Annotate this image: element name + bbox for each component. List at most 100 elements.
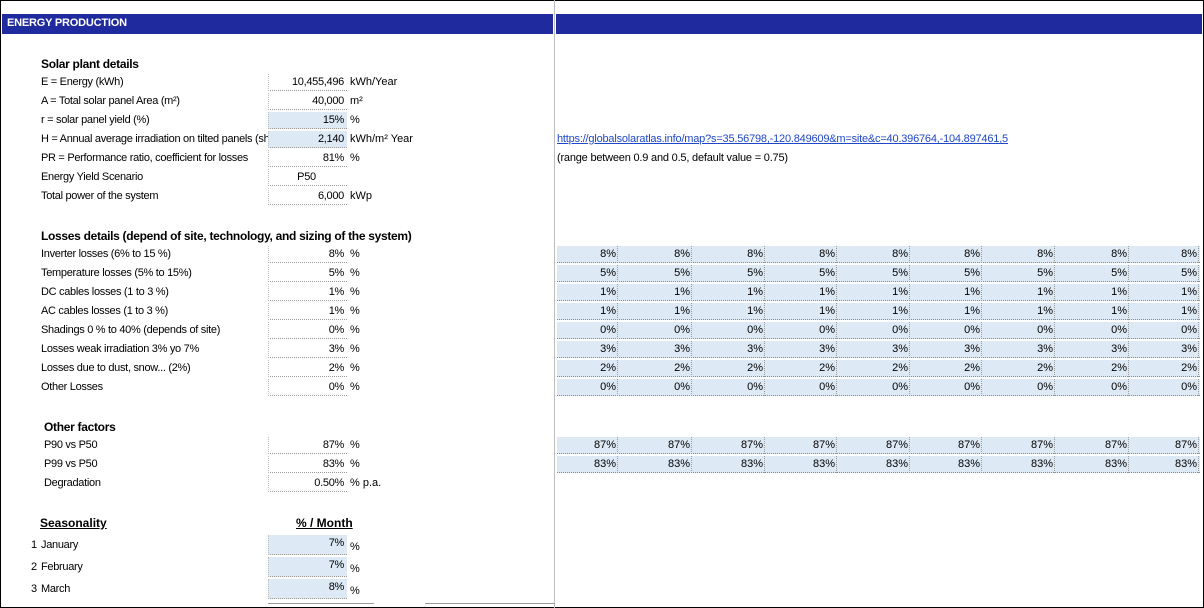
solar-atlas-link[interactable]: https://globalsolaratlas.info/map?s=35.5… <box>557 133 1008 145</box>
series-cell[interactable]: 2% <box>1055 360 1129 377</box>
input-cell[interactable]: 5% <box>268 265 347 282</box>
series-cell[interactable]: 1% <box>692 284 765 301</box>
input-cell[interactable]: 0% <box>268 322 347 339</box>
series-cell[interactable]: 8% <box>1055 246 1129 263</box>
series-cell[interactable]: 1% <box>910 284 982 301</box>
series-cell[interactable]: 87% <box>765 437 837 454</box>
month-share-cell[interactable]: 8% <box>268 579 347 599</box>
series-cell[interactable]: 1% <box>1129 303 1199 320</box>
series-cell[interactable]: 8% <box>982 246 1055 263</box>
series-cell[interactable]: 0% <box>910 379 982 396</box>
series-cell[interactable]: 0% <box>557 322 618 339</box>
series-cell[interactable]: 8% <box>618 246 692 263</box>
series-cell[interactable]: 0% <box>557 379 618 396</box>
series-cell[interactable]: 1% <box>837 284 910 301</box>
series-cell[interactable]: 5% <box>1055 265 1129 282</box>
series-cell[interactable]: 5% <box>1129 265 1199 282</box>
series-cell[interactable]: 87% <box>1129 437 1199 454</box>
series-cell[interactable]: 5% <box>910 265 982 282</box>
series-cell[interactable]: 8% <box>910 246 982 263</box>
input-cell[interactable]: 10,455,496 <box>268 74 347 91</box>
series-cell[interactable]: 83% <box>910 456 982 473</box>
series-cell[interactable]: 8% <box>1129 246 1199 263</box>
month-share-cell[interactable]: 7% <box>268 557 347 577</box>
series-cell[interactable]: 3% <box>1129 341 1199 358</box>
month-share-cell[interactable]: 7% <box>268 535 347 555</box>
series-cell[interactable]: 87% <box>910 437 982 454</box>
series-cell[interactable]: 87% <box>837 437 910 454</box>
series-cell[interactable]: 1% <box>557 284 618 301</box>
series-cell[interactable]: 0% <box>692 379 765 396</box>
input-cell[interactable]: 3% <box>268 341 347 358</box>
series-cell[interactable]: 0% <box>692 322 765 339</box>
series-cell[interactable]: 2% <box>765 360 837 377</box>
series-cell[interactable]: 5% <box>692 265 765 282</box>
input-cell[interactable]: 1% <box>268 284 347 301</box>
series-cell[interactable]: 0% <box>837 322 910 339</box>
series-cell[interactable]: 2% <box>982 360 1055 377</box>
series-cell[interactable]: 87% <box>692 437 765 454</box>
series-cell[interactable]: 0% <box>982 379 1055 396</box>
series-cell[interactable]: 1% <box>837 303 910 320</box>
series-cell[interactable]: 3% <box>910 341 982 358</box>
series-cell[interactable]: 1% <box>1129 284 1199 301</box>
series-cell[interactable]: 8% <box>765 246 837 263</box>
series-cell[interactable]: 5% <box>982 265 1055 282</box>
series-cell[interactable]: 1% <box>557 303 618 320</box>
input-cell[interactable]: 81% <box>268 150 347 167</box>
input-cell[interactable]: 40,000 <box>268 93 347 110</box>
input-cell[interactable]: 87% <box>268 437 347 454</box>
series-cell[interactable]: 83% <box>557 456 618 473</box>
series-cell[interactable]: 0% <box>618 379 692 396</box>
series-cell[interactable]: 1% <box>982 284 1055 301</box>
series-cell[interactable]: 1% <box>1055 284 1129 301</box>
series-cell[interactable]: 3% <box>1055 341 1129 358</box>
series-cell[interactable]: 83% <box>837 456 910 473</box>
series-cell[interactable]: 2% <box>1129 360 1199 377</box>
series-cell[interactable]: 0% <box>1129 322 1199 339</box>
input-cell[interactable]: 0.50% <box>268 475 347 492</box>
series-cell[interactable]: 2% <box>618 360 692 377</box>
series-cell[interactable]: 5% <box>618 265 692 282</box>
series-cell[interactable]: 5% <box>557 265 618 282</box>
series-cell[interactable]: 83% <box>982 456 1055 473</box>
series-cell[interactable]: 83% <box>1055 456 1129 473</box>
series-cell[interactable]: 3% <box>765 341 837 358</box>
series-cell[interactable]: 83% <box>692 456 765 473</box>
input-cell[interactable]: P50 <box>268 169 347 186</box>
series-cell[interactable]: 0% <box>1055 379 1129 396</box>
series-cell[interactable]: 8% <box>837 246 910 263</box>
input-cell[interactable]: 2% <box>268 360 347 377</box>
series-cell[interactable]: 8% <box>557 246 618 263</box>
input-cell[interactable]: 15% <box>268 112 347 129</box>
series-cell[interactable]: 87% <box>557 437 618 454</box>
series-cell[interactable]: 2% <box>837 360 910 377</box>
input-cell[interactable]: 1% <box>268 303 347 320</box>
input-cell[interactable]: 2,140 <box>268 131 347 148</box>
series-cell[interactable]: 2% <box>692 360 765 377</box>
series-cell[interactable]: 5% <box>765 265 837 282</box>
series-cell[interactable]: 1% <box>692 303 765 320</box>
series-cell[interactable]: 3% <box>692 341 765 358</box>
series-cell[interactable]: 1% <box>910 303 982 320</box>
series-cell[interactable]: 1% <box>765 303 837 320</box>
series-cell[interactable]: 0% <box>765 379 837 396</box>
series-cell[interactable]: 3% <box>837 341 910 358</box>
series-cell[interactable]: 0% <box>982 322 1055 339</box>
series-cell[interactable]: 1% <box>618 303 692 320</box>
series-cell[interactable]: 8% <box>692 246 765 263</box>
series-cell[interactable]: 1% <box>1055 303 1129 320</box>
series-cell[interactable]: 0% <box>1129 379 1199 396</box>
series-cell[interactable]: 83% <box>1129 456 1199 473</box>
input-cell[interactable]: 6,000 <box>268 188 347 205</box>
series-cell[interactable]: 5% <box>837 265 910 282</box>
input-cell[interactable]: 8% <box>268 246 347 263</box>
series-cell[interactable]: 0% <box>910 322 982 339</box>
input-cell[interactable]: 83% <box>268 456 347 473</box>
series-cell[interactable]: 0% <box>1055 322 1129 339</box>
series-cell[interactable]: 87% <box>982 437 1055 454</box>
series-cell[interactable]: 1% <box>765 284 837 301</box>
series-cell[interactable]: 3% <box>982 341 1055 358</box>
series-cell[interactable]: 1% <box>982 303 1055 320</box>
series-cell[interactable]: 3% <box>557 341 618 358</box>
